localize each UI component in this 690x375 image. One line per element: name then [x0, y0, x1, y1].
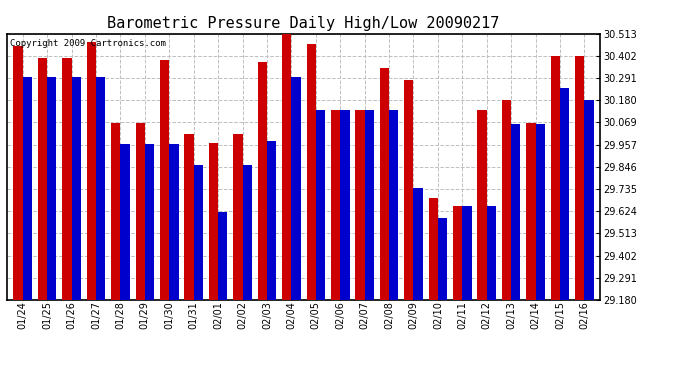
- Bar: [62, 58, 72, 300]
- Bar: [145, 144, 154, 300]
- Bar: [169, 144, 179, 300]
- Bar: [96, 77, 106, 300]
- Bar: [535, 124, 545, 300]
- Bar: [160, 60, 169, 300]
- Bar: [584, 100, 593, 300]
- Bar: [291, 77, 301, 300]
- Text: Copyright 2009 Cartronics.com: Copyright 2009 Cartronics.com: [10, 39, 166, 48]
- Bar: [316, 110, 325, 300]
- Bar: [87, 42, 96, 300]
- Bar: [413, 188, 423, 300]
- Bar: [184, 134, 194, 300]
- Bar: [438, 218, 447, 300]
- Bar: [355, 110, 364, 300]
- Bar: [389, 110, 398, 300]
- Bar: [340, 110, 350, 300]
- Bar: [560, 88, 569, 300]
- Bar: [331, 110, 340, 300]
- Bar: [575, 56, 584, 300]
- Title: Barometric Pressure Daily High/Low 20090217: Barometric Pressure Daily High/Low 20090…: [108, 16, 500, 31]
- Bar: [23, 77, 32, 300]
- Bar: [257, 62, 267, 300]
- Bar: [111, 123, 121, 300]
- Bar: [233, 134, 243, 300]
- Bar: [453, 206, 462, 300]
- Bar: [551, 56, 560, 300]
- Bar: [136, 123, 145, 300]
- Bar: [38, 58, 47, 300]
- Bar: [267, 141, 276, 300]
- Bar: [364, 110, 374, 300]
- Bar: [511, 124, 520, 300]
- Bar: [462, 206, 471, 300]
- Bar: [428, 198, 438, 300]
- Bar: [243, 165, 252, 300]
- Bar: [218, 212, 228, 300]
- Bar: [209, 143, 218, 300]
- Bar: [72, 77, 81, 300]
- Bar: [486, 206, 496, 300]
- Bar: [526, 123, 535, 300]
- Bar: [194, 165, 203, 300]
- Bar: [404, 80, 413, 300]
- Bar: [121, 144, 130, 300]
- Bar: [380, 68, 389, 300]
- Bar: [282, 34, 291, 300]
- Bar: [477, 110, 486, 300]
- Bar: [47, 77, 57, 300]
- Bar: [14, 46, 23, 300]
- Bar: [502, 100, 511, 300]
- Bar: [306, 44, 316, 300]
